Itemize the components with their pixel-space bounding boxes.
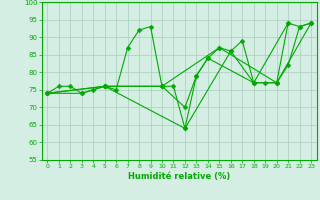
X-axis label: Humidité relative (%): Humidité relative (%) (128, 172, 230, 181)
